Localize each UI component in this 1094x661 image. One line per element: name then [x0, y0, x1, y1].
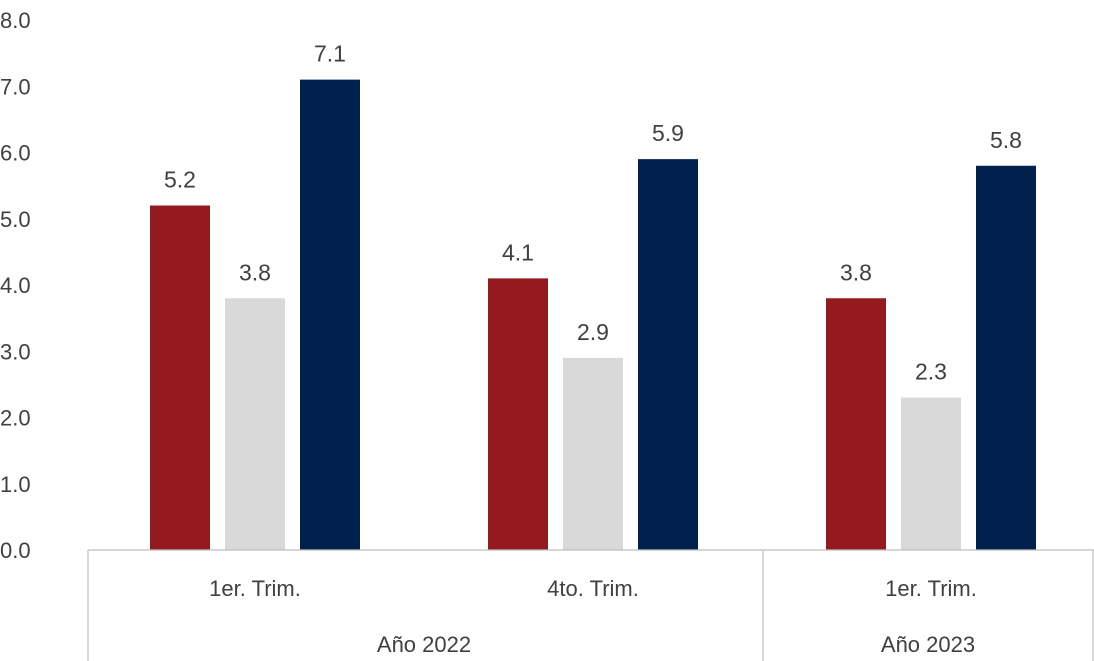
x-axis	[87, 549, 1094, 661]
bar	[901, 397, 961, 550]
group-label: Año 2023	[881, 632, 975, 657]
y-tick-label: 1.0	[0, 472, 31, 497]
data-label: 7.1	[314, 41, 346, 67]
data-label: 2.3	[915, 359, 947, 385]
category-labels: 1er. Trim. 4to. Trim. 1er. Trim.	[209, 576, 977, 601]
bar	[225, 298, 285, 550]
y-tick-label: 8.0	[0, 8, 31, 33]
bar	[300, 79, 360, 550]
y-tick-label: 7.0	[0, 74, 31, 99]
y-tick-label: 2.0	[0, 406, 31, 431]
y-tick-label: 5.0	[0, 207, 31, 232]
data-labels: 5.2 4.1 3.8 3.8 2.9 2.3 7.1 5.9 5.8	[164, 41, 1022, 385]
category-label: 1er. Trim.	[209, 576, 301, 601]
bar	[976, 165, 1036, 550]
group-label: Año 2022	[377, 632, 471, 657]
bar	[826, 298, 886, 550]
data-label: 3.8	[239, 259, 271, 285]
category-label: 1er. Trim.	[885, 576, 977, 601]
y-tick-label: 3.0	[0, 339, 31, 364]
data-label: 3.8	[840, 259, 872, 285]
data-label: 5.2	[164, 167, 196, 193]
bar	[488, 278, 548, 550]
data-label: 5.9	[652, 120, 684, 146]
y-tick-label: 0.0	[0, 538, 31, 563]
y-tick-label: 6.0	[0, 141, 31, 166]
bar	[638, 159, 698, 550]
bar	[563, 357, 623, 550]
category-label: 4to. Trim.	[547, 576, 639, 601]
bar	[150, 205, 210, 550]
data-label: 5.8	[990, 127, 1022, 153]
y-tick-label: 4.0	[0, 273, 31, 298]
group-labels: Año 2022 Año 2023	[377, 632, 975, 657]
data-label: 4.1	[502, 239, 534, 265]
bars	[150, 79, 1036, 550]
y-axis-ticks: 0.0 1.0 2.0 3.0 4.0 5.0 6.0 7.0 8.0	[0, 8, 31, 563]
data-label: 2.9	[577, 319, 609, 345]
